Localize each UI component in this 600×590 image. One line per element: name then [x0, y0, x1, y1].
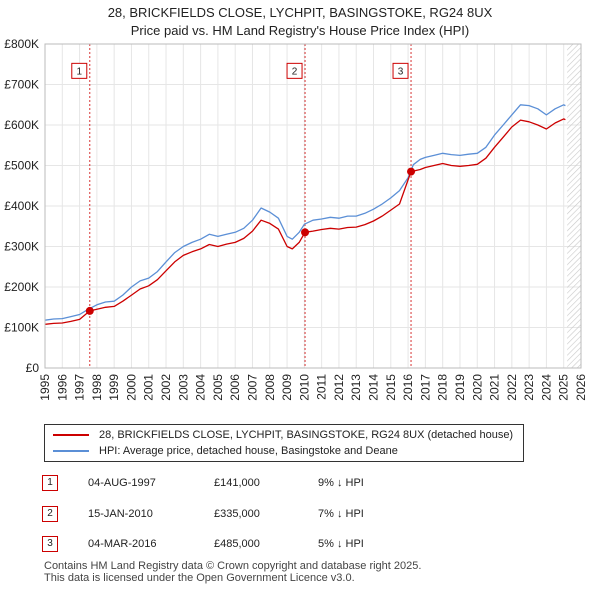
- hpi-series-line: [44, 104, 566, 321]
- footer-licence: This data is licensed under the Open Gov…: [44, 572, 355, 584]
- legend-swatch-property: [53, 434, 89, 436]
- sale-number-label: 1: [77, 66, 83, 77]
- sale-number-box: [71, 62, 88, 79]
- x-tick-label: 1996: [55, 374, 69, 401]
- legend-item-property: 28, BRICKFIELDS CLOSE, LYCHPIT, BASINGST…: [53, 427, 513, 443]
- footer: Contains HM Land Registry data © Crown c…: [44, 560, 421, 584]
- legend: 28, BRICKFIELDS CLOSE, LYCHPIT, BASINGST…: [44, 424, 524, 462]
- x-tick-label: 2006: [228, 374, 242, 401]
- table-row: 2 15-JAN-2010 £335,000 7% ↓ HPI: [0, 506, 600, 526]
- x-tick-label: 2021: [488, 374, 502, 401]
- chart-title-address: 28, BRICKFIELDS CLOSE, LYCHPIT, BASINGST…: [107, 5, 493, 20]
- x-tick-label: 2016: [401, 374, 415, 401]
- y-tick-label: £600K: [4, 118, 39, 132]
- x-tick-label: 1999: [107, 374, 121, 401]
- x-tick-label: 2020: [470, 374, 484, 401]
- sale-hpi-diff: 9% ↓ HPI: [318, 477, 364, 489]
- sale-badge: 3: [42, 536, 58, 552]
- sale-date: 04-MAR-2016: [88, 538, 157, 550]
- legend-label-property: 28, BRICKFIELDS CLOSE, LYCHPIT, BASINGST…: [99, 429, 514, 441]
- x-tick-label: 1995: [38, 374, 52, 401]
- x-tick-label: 2019: [453, 374, 467, 401]
- x-tick-label: 2002: [159, 374, 173, 401]
- sale-number-label: 3: [398, 66, 404, 77]
- x-tick-label: 2014: [367, 374, 381, 401]
- x-tick-label: 2024: [539, 374, 553, 401]
- chart-subtitle: Price paid vs. HM Land Registry's House …: [130, 23, 470, 38]
- x-tick-label: 2010: [297, 374, 311, 401]
- x-tick-label: 2007: [245, 374, 259, 401]
- sale-badge: 2: [42, 506, 58, 522]
- y-tick-label: £700K: [4, 78, 39, 92]
- y-tick-label: £200K: [4, 280, 39, 294]
- x-tick-label: 2003: [176, 374, 190, 401]
- sale-hpi-diff: 5% ↓ HPI: [318, 538, 364, 550]
- sale-number-box: [286, 62, 303, 79]
- sale-price: £335,000: [214, 508, 260, 520]
- x-tick-label: 1997: [73, 374, 87, 401]
- table-row: 3 04-MAR-2016 £485,000 5% ↓ HPI: [0, 536, 600, 556]
- x-tick-label: 2004: [194, 374, 208, 401]
- x-tick-label: 2001: [142, 374, 156, 401]
- x-tick-label: 2015: [384, 374, 398, 401]
- sale-point: [301, 228, 310, 237]
- sale-price: £141,000: [214, 477, 260, 489]
- legend-label-hpi: HPI: Average price, detached house, Basi…: [99, 445, 398, 457]
- sale-price: £485,000: [214, 538, 260, 550]
- x-tick-label: 2009: [280, 374, 294, 401]
- sale-hpi-diff: 7% ↓ HPI: [318, 508, 364, 520]
- x-tick-label: 2023: [522, 374, 536, 401]
- x-tick-label: 2018: [436, 374, 450, 401]
- y-tick-label: £500K: [4, 159, 39, 173]
- x-tick-label: 2008: [263, 374, 277, 401]
- plot-border: [44, 43, 582, 369]
- sale-date: 04-AUG-1997: [88, 477, 156, 489]
- x-tick-label: 2025: [557, 374, 571, 401]
- sale-point: [407, 167, 416, 176]
- x-tick-label: 1998: [90, 374, 104, 401]
- sale-date: 15-JAN-2010: [88, 508, 153, 520]
- legend-swatch-hpi: [53, 450, 89, 452]
- y-tick-label: £800K: [4, 37, 39, 51]
- y-tick-label: £100K: [4, 321, 39, 335]
- x-tick-label: 2026: [574, 374, 588, 401]
- sale-number-label: 2: [292, 66, 298, 77]
- x-tick-label: 2011: [315, 374, 329, 400]
- x-tick-label: 2005: [211, 374, 225, 401]
- footer-copyright: Contains HM Land Registry data © Crown c…: [44, 560, 422, 572]
- sale-number-box: [392, 62, 409, 79]
- legend-item-hpi: HPI: Average price, detached house, Basi…: [53, 443, 398, 459]
- table-row: 1 04-AUG-1997 £141,000 9% ↓ HPI: [0, 475, 600, 495]
- price-chart: 1 2 3 £0 £100K £200K £300K £400K £500K £600K £700K…: [4, 37, 588, 401]
- x-tick-label: 2022: [505, 374, 519, 401]
- y-tick-label: £300K: [4, 240, 39, 254]
- y-tick-label: £0: [26, 361, 40, 375]
- x-tick-label: 2012: [332, 374, 346, 401]
- x-tick-label: 2000: [124, 374, 138, 401]
- y-tick-label: £400K: [4, 199, 39, 213]
- sale-point: [85, 306, 94, 315]
- sale-badge: 1: [42, 475, 58, 491]
- x-tick-label: 2017: [418, 374, 432, 401]
- forecast-hatch: [567, 44, 581, 368]
- x-tick-label: 2013: [349, 374, 363, 401]
